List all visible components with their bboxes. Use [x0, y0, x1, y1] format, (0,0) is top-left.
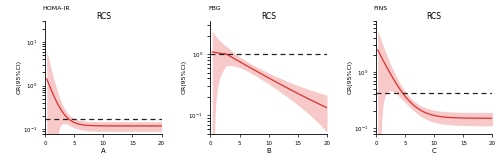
Title: RCS: RCS: [426, 12, 442, 21]
Text: HOMA-IR: HOMA-IR: [42, 6, 70, 11]
Y-axis label: OR(95%CI): OR(95%CI): [348, 60, 352, 94]
X-axis label: C: C: [432, 148, 436, 154]
Title: RCS: RCS: [96, 12, 111, 21]
Text: FINS: FINS: [374, 6, 388, 11]
X-axis label: A: A: [101, 148, 105, 154]
X-axis label: B: B: [266, 148, 271, 154]
Title: RCS: RCS: [261, 12, 276, 21]
Text: FBG: FBG: [208, 6, 221, 11]
Y-axis label: OR(95%CI): OR(95%CI): [182, 60, 187, 94]
Y-axis label: OR(95%CI): OR(95%CI): [16, 60, 21, 94]
